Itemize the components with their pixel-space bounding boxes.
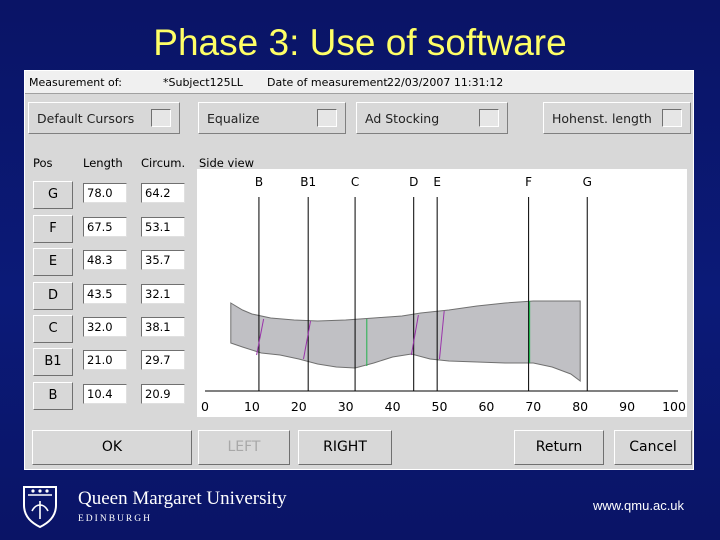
pos-button-e[interactable]: E	[33, 248, 73, 276]
default-cursors-toggle[interactable]: Default Cursors	[28, 102, 180, 134]
hohenst-length-toggle[interactable]: Hohenst. length	[543, 102, 691, 134]
date-label: Date of measurement	[267, 76, 388, 89]
marker-label-d: D	[409, 175, 418, 189]
pos-column-header: Pos	[33, 156, 53, 170]
cut-mark	[302, 320, 312, 360]
hohenst-length-checkbox[interactable]	[662, 109, 682, 127]
length-field-f[interactable]: 67.5	[83, 217, 127, 237]
default-cursors-checkbox[interactable]	[151, 109, 171, 127]
length-field-b[interactable]: 10.4	[83, 384, 127, 404]
x-tick-label: 40	[385, 399, 401, 414]
pos-button-d[interactable]: D	[33, 282, 73, 310]
circum-field-b[interactable]: 20.9	[141, 384, 185, 404]
default-cursors-label: Default Cursors	[37, 111, 135, 126]
x-tick-label: 10	[244, 399, 260, 414]
marker-label-c: C	[351, 175, 359, 189]
length-field-d[interactable]: 43.5	[83, 284, 127, 304]
cut-mark	[256, 318, 265, 356]
cut-mark	[410, 314, 419, 356]
marker-label-b: B	[255, 175, 263, 189]
measurement-window: Measurement of: *Subject125LL Date of me…	[24, 70, 694, 470]
circum-field-e[interactable]: 35.7	[141, 250, 185, 270]
pos-button-g[interactable]: G	[33, 181, 73, 209]
left-button[interactable]: LEFT	[198, 430, 290, 465]
x-tick-label: 80	[572, 399, 588, 414]
marker-label-b1: B1	[300, 175, 316, 189]
length-field-g[interactable]: 78.0	[83, 183, 127, 203]
circum-field-d[interactable]: 32.1	[141, 284, 185, 304]
marker-label-g: G	[583, 175, 592, 189]
leg-silhouette	[230, 300, 581, 382]
ad-stocking-checkbox[interactable]	[479, 109, 499, 127]
return-button[interactable]: Return	[514, 430, 604, 465]
side-view-chart[interactable]: B B1 C D E F G 0 10 20 30 40 50 60 70 80 90 100	[197, 169, 687, 417]
pos-button-b[interactable]: B	[33, 382, 73, 410]
pos-button-b1[interactable]: B1	[33, 348, 73, 376]
circum-column-header: Circum.	[141, 156, 186, 170]
x-tick-label: 50	[432, 399, 448, 414]
x-tick-label: 100	[662, 399, 686, 414]
university-url[interactable]: www.qmu.ac.uk	[593, 498, 685, 513]
pos-button-c[interactable]: C	[33, 315, 73, 343]
circum-field-b1[interactable]: 29.7	[141, 350, 185, 370]
side-view-header: Side view	[199, 156, 255, 170]
equalize-toggle[interactable]: Equalize	[198, 102, 346, 134]
length-column-header: Length	[83, 156, 123, 170]
side-view-svg: B B1 C D E F G 0 10 20 30 40 50 60 70 80 90 100	[201, 175, 686, 414]
circum-field-f[interactable]: 53.1	[141, 217, 185, 237]
window-header: Measurement of: *Subject125LL Date of me…	[25, 71, 693, 93]
university-city: EDINBURGH	[78, 514, 152, 524]
ad-stocking-toggle[interactable]: Ad Stocking	[356, 102, 508, 134]
x-tick-label: 60	[478, 399, 494, 414]
right-button[interactable]: RIGHT	[298, 430, 392, 465]
university-name: Queen Margaret University	[78, 488, 287, 509]
equalize-checkbox[interactable]	[317, 109, 337, 127]
circum-field-c[interactable]: 38.1	[141, 317, 185, 337]
cut-mark	[439, 310, 445, 360]
x-tick-label: 20	[291, 399, 307, 414]
measurement-label: Measurement of:	[29, 76, 122, 89]
length-field-b1[interactable]: 21.0	[83, 350, 127, 370]
university-crest-icon	[23, 486, 57, 528]
pos-button-f[interactable]: F	[33, 215, 73, 243]
cancel-button[interactable]: Cancel	[614, 430, 692, 465]
equalize-label: Equalize	[207, 111, 260, 126]
x-tick-label: 70	[525, 399, 541, 414]
x-tick-label: 90	[619, 399, 635, 414]
marker-label-f: F	[525, 175, 532, 189]
ad-stocking-label: Ad Stocking	[365, 111, 440, 126]
circum-field-g[interactable]: 64.2	[141, 183, 185, 203]
date-value: 22/03/2007 11:31:12	[387, 76, 504, 89]
length-field-e[interactable]: 48.3	[83, 250, 127, 270]
x-tick-label: 0	[201, 399, 209, 414]
ok-button[interactable]: OK	[32, 430, 192, 465]
hohenst-length-label: Hohenst. length	[552, 111, 652, 126]
header-divider	[25, 93, 693, 94]
length-field-c[interactable]: 32.0	[83, 317, 127, 337]
marker-label-e: E	[433, 175, 441, 189]
x-tick-label: 30	[338, 399, 354, 414]
subject-name: *Subject125LL	[163, 76, 243, 89]
slide-title: Phase 3: Use of software	[153, 22, 567, 63]
